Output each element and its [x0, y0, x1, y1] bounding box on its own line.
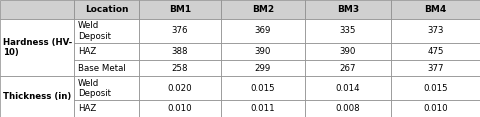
Text: BM1: BM1: [169, 5, 191, 14]
Text: 299: 299: [255, 64, 271, 73]
Bar: [391, 0, 480, 19]
Bar: [139, 0, 221, 19]
Bar: [391, 43, 480, 60]
Text: 0.014: 0.014: [336, 84, 360, 93]
Text: Thickness (in): Thickness (in): [3, 92, 72, 101]
Bar: [74, 43, 139, 60]
Text: 0.008: 0.008: [336, 104, 360, 113]
Text: 390: 390: [254, 47, 271, 56]
Bar: [305, 100, 391, 117]
Bar: [221, 19, 305, 43]
Text: 258: 258: [172, 64, 188, 73]
Bar: [74, 19, 139, 43]
Bar: [139, 19, 221, 43]
Text: Base Metal: Base Metal: [78, 64, 125, 73]
Text: 388: 388: [172, 47, 188, 56]
Bar: [391, 76, 480, 100]
Bar: [139, 76, 221, 100]
Bar: [305, 60, 391, 76]
Bar: [139, 43, 221, 60]
Text: Weld
Deposit: Weld Deposit: [78, 21, 111, 41]
Bar: [305, 0, 391, 19]
Bar: [139, 60, 221, 76]
Text: 376: 376: [172, 26, 188, 35]
Text: HAZ: HAZ: [78, 47, 96, 56]
Text: BM2: BM2: [252, 5, 274, 14]
Text: 335: 335: [340, 26, 356, 35]
Bar: [74, 0, 139, 19]
Text: Weld
Deposit: Weld Deposit: [78, 79, 111, 98]
Bar: [74, 100, 139, 117]
Bar: [139, 100, 221, 117]
Bar: [391, 100, 480, 117]
Bar: [221, 100, 305, 117]
Text: 390: 390: [340, 47, 356, 56]
Text: Location: Location: [85, 5, 129, 14]
Text: 377: 377: [427, 64, 444, 73]
Bar: [221, 60, 305, 76]
Bar: [0, 76, 74, 117]
Text: Hardness (HV-
10): Hardness (HV- 10): [3, 38, 72, 57]
Bar: [391, 19, 480, 43]
Text: BM4: BM4: [424, 5, 447, 14]
Text: 373: 373: [427, 26, 444, 35]
Text: 369: 369: [254, 26, 271, 35]
Text: 267: 267: [340, 64, 356, 73]
Bar: [0, 19, 74, 76]
Bar: [305, 19, 391, 43]
Bar: [221, 43, 305, 60]
Text: BM3: BM3: [337, 5, 359, 14]
Text: 0.020: 0.020: [168, 84, 192, 93]
Bar: [305, 76, 391, 100]
Bar: [391, 60, 480, 76]
Text: 0.010: 0.010: [423, 104, 448, 113]
Text: 0.010: 0.010: [168, 104, 192, 113]
Bar: [221, 0, 305, 19]
Text: 0.015: 0.015: [251, 84, 275, 93]
Bar: [305, 43, 391, 60]
Text: 0.011: 0.011: [251, 104, 275, 113]
Text: 475: 475: [427, 47, 444, 56]
Bar: [74, 76, 139, 100]
Bar: [74, 60, 139, 76]
Text: HAZ: HAZ: [78, 104, 96, 113]
Bar: [221, 76, 305, 100]
Bar: [0, 0, 74, 19]
Text: 0.015: 0.015: [423, 84, 448, 93]
